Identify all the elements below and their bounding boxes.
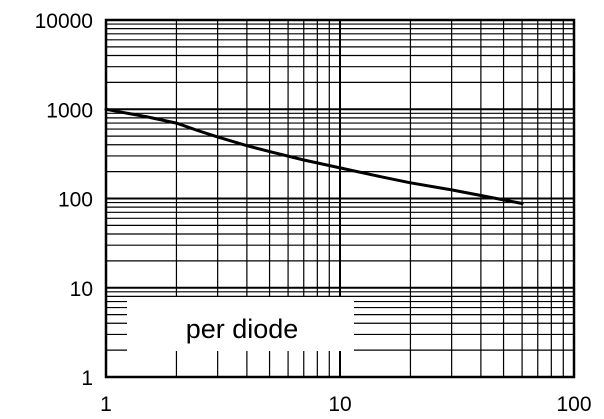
y-tick-label: 100 bbox=[58, 189, 93, 212]
y-tick-label: 1 bbox=[81, 367, 93, 390]
y-tick-label: 10 bbox=[70, 278, 93, 301]
plot-frame bbox=[104, 18, 576, 379]
y-tick-label: 10000 bbox=[35, 10, 93, 33]
annotation-per-diode: per diode bbox=[186, 314, 299, 344]
series-line bbox=[104, 107, 524, 205]
x-tick-label: 1 bbox=[100, 393, 112, 416]
x-tick-labels: 1 10 100 bbox=[100, 393, 591, 416]
annotation-box bbox=[127, 297, 354, 351]
x-tick-label: 100 bbox=[556, 393, 591, 416]
y-tick-labels: 10000 1000 100 10 1 bbox=[35, 10, 93, 390]
x-tick-label: 10 bbox=[328, 393, 351, 416]
y-tick-label: 1000 bbox=[46, 99, 93, 122]
